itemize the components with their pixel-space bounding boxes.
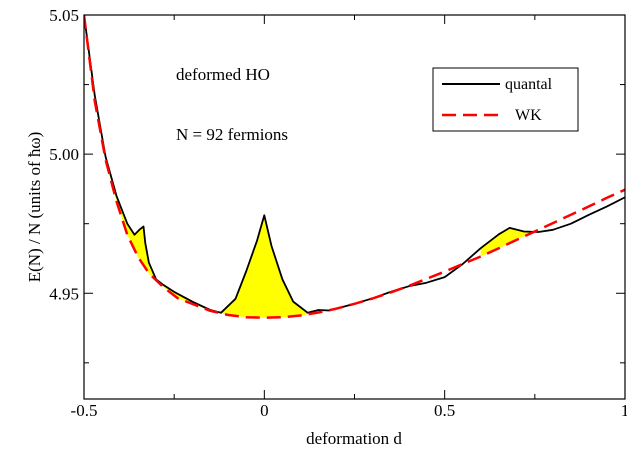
x-tick-label: 0.5 (434, 401, 455, 420)
y-tick-label: 5.05 (49, 6, 79, 25)
series-line-wk (84, 15, 625, 319)
legend-label-quantal: quantal (505, 76, 553, 93)
x-tick-label: -0.5 (71, 401, 98, 420)
legend-label-wk: WK (515, 107, 542, 124)
y-axis-label: E(N) / N (units of ħω) (25, 132, 44, 282)
legend: quantal WK (432, 67, 579, 132)
annotation-fermions: N = 92 fermions (176, 125, 288, 144)
legend-box (432, 67, 579, 132)
x-tick-label: 0 (260, 401, 269, 420)
x-tick-label: 1 (621, 401, 627, 420)
shaded-region (94, 95, 330, 318)
x-axis-label: deformation d (306, 429, 402, 448)
y-tick-label: 5.00 (49, 145, 79, 164)
annotation-title: deformed HO (176, 65, 270, 84)
series-line-quantal (84, 15, 625, 314)
y-tick-label: 4.95 (49, 284, 79, 303)
